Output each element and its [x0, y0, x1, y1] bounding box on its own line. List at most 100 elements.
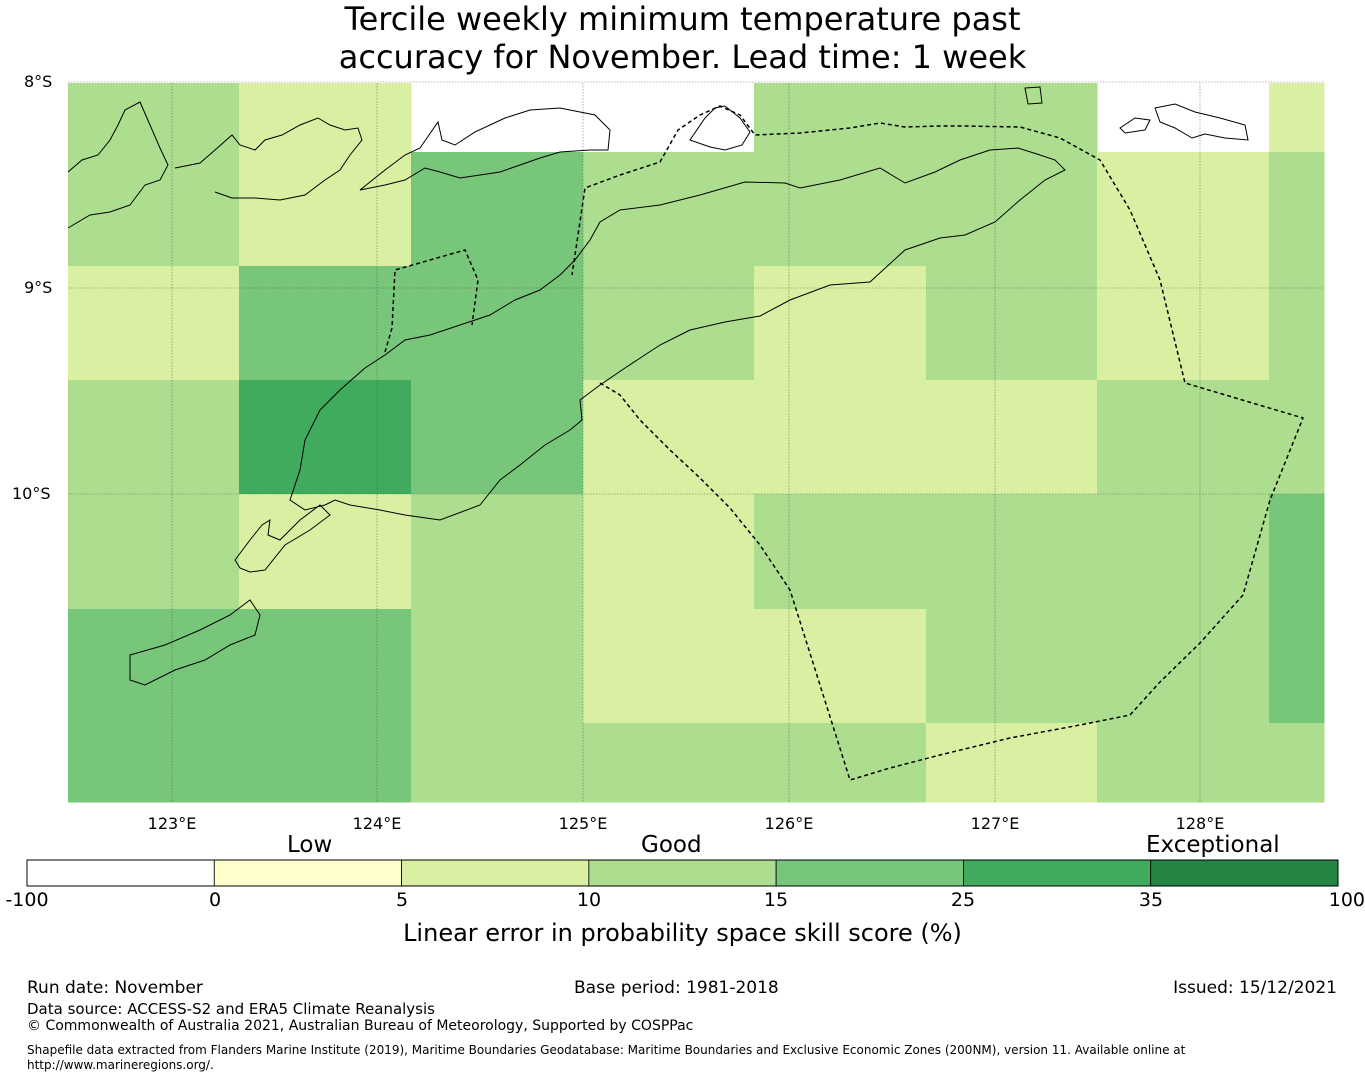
grid-cell	[926, 723, 1098, 803]
grid-cell	[68, 609, 240, 724]
colorbar-title: Linear error in probability space skill …	[403, 919, 962, 947]
grid-cell	[754, 380, 927, 495]
grid-cell	[68, 380, 240, 495]
grid-cell	[754, 83, 927, 153]
shapefile-credit-line-1: Shapefile data extracted from Flanders M…	[27, 1043, 1186, 1057]
grid-cell	[583, 609, 755, 724]
grid-cell	[239, 723, 412, 803]
wetar-coastline	[689, 105, 751, 151]
grid-cell	[1097, 723, 1270, 803]
colorbar-tick: 5	[395, 889, 409, 911]
grid-cell	[926, 83, 1098, 153]
grid-cell	[239, 152, 412, 267]
colorbar-segment	[588, 859, 777, 887]
colorbar-tick: 100	[1328, 889, 1365, 911]
grid-cell	[239, 494, 412, 610]
grid-cell	[411, 152, 584, 267]
lat-label-9s: 9°S	[24, 278, 53, 297]
colorbar-segment	[963, 859, 1152, 887]
colorbar-tick: 15	[763, 889, 789, 911]
grid-cell	[411, 609, 584, 724]
flores-coastline-1	[67, 101, 169, 229]
grid-cell	[583, 723, 755, 803]
grid-cell	[239, 380, 412, 495]
category-label-low: Low	[287, 832, 333, 858]
colorbar-tick: -100	[5, 889, 49, 911]
shapefile-credit-line-2: http://www.marineregions.org/.	[27, 1058, 214, 1072]
timor-coastline	[289, 147, 1066, 521]
grid-cell	[1097, 266, 1270, 381]
data-source: Data source: ACCESS-S2 and ERA5 Climate …	[27, 1000, 435, 1018]
grid-cell	[754, 266, 927, 381]
islet-b	[1119, 117, 1151, 134]
lat-label-8s: 8°S	[24, 72, 53, 91]
grid-cell	[1097, 152, 1270, 267]
category-label-good: Good	[641, 832, 702, 858]
lat-label-10s: 10°S	[12, 484, 51, 503]
grid-cell	[754, 152, 927, 267]
grid-cell	[1097, 380, 1270, 495]
lon-label-124e: 124°E	[352, 814, 402, 833]
colorbar-segment	[26, 859, 215, 887]
colorbar-tick: 35	[1138, 889, 1164, 911]
grid-cell	[68, 266, 240, 381]
islet-a	[1024, 86, 1043, 105]
grid-cell	[583, 266, 755, 381]
colorbar-tick: 10	[576, 889, 602, 911]
grid-cell	[68, 494, 240, 610]
coastlines	[67, 86, 1249, 686]
colorbar-segment	[775, 859, 964, 887]
grid-cell	[1269, 723, 1325, 803]
map-title: Tercile weekly minimum temperature past …	[0, 0, 1365, 76]
grid-cell	[1269, 83, 1325, 153]
graticule	[68, 81, 1324, 802]
grid-cell	[239, 266, 412, 381]
colorbar-segment	[213, 859, 402, 887]
grid-cell	[926, 266, 1098, 381]
grid-cell	[239, 83, 412, 153]
flores-coastline-2	[174, 117, 363, 201]
run-date: Run date: November	[27, 978, 203, 998]
grid-cell	[68, 152, 240, 267]
grid-cell	[754, 494, 927, 610]
grid-cell	[411, 723, 584, 803]
grid-cell	[1269, 380, 1325, 495]
grid-cell	[1269, 609, 1325, 724]
issued-date: Issued: 15/12/2021	[1173, 978, 1337, 998]
grid-cell	[754, 723, 927, 803]
grid-cell	[1097, 609, 1270, 724]
sumba-island-coastline	[129, 599, 261, 686]
grid-cell	[68, 83, 240, 153]
lon-label-126e: 126°E	[764, 814, 814, 833]
grid-cell	[583, 380, 755, 495]
grid-cell	[1269, 494, 1325, 610]
grid-cell	[1269, 152, 1325, 267]
grid-cell	[411, 380, 584, 495]
colorbar-outline	[26, 859, 1339, 887]
rote-island-coastline	[234, 504, 331, 573]
grid-cell	[926, 152, 1098, 267]
grid-cell	[583, 494, 755, 610]
grid-cell	[583, 152, 755, 267]
colorbar-segment	[1150, 859, 1339, 887]
lon-label-123e: 123°E	[147, 814, 197, 833]
grid-cell	[926, 494, 1098, 610]
lon-label-125e: 125°E	[558, 814, 608, 833]
copyright: © Commonwealth of Australia 2021, Austra…	[27, 1018, 694, 1034]
islet-c	[1154, 103, 1249, 141]
grid-cell	[926, 380, 1098, 495]
colorbar-tick: 25	[950, 889, 976, 911]
grid-cell	[926, 609, 1098, 724]
title-line-1: Tercile weekly minimum temperature past	[344, 0, 1021, 38]
maritime-boundaries	[384, 105, 1305, 781]
grid-cell	[1097, 494, 1270, 610]
grid-cell	[411, 494, 584, 610]
timor-leste-eez-boundary	[571, 105, 1305, 781]
lon-label-127e: 127°E	[970, 814, 1020, 833]
grid-cell	[1269, 266, 1325, 381]
grid-cell	[754, 609, 927, 724]
lon-label-128e: 128°E	[1175, 814, 1225, 833]
colorbar-tick: 0	[208, 889, 222, 911]
colorbar	[26, 859, 1339, 887]
